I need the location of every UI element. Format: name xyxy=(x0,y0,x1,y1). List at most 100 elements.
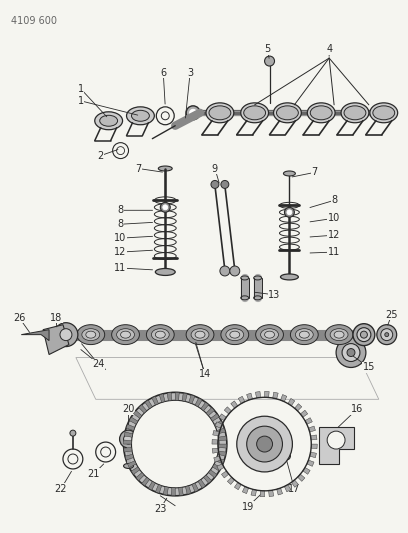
Text: 11: 11 xyxy=(328,247,340,257)
Polygon shape xyxy=(148,481,155,490)
Polygon shape xyxy=(238,397,245,403)
Text: 17: 17 xyxy=(288,484,301,494)
Circle shape xyxy=(336,337,366,367)
Ellipse shape xyxy=(344,106,366,120)
Polygon shape xyxy=(163,487,169,495)
Text: 1: 1 xyxy=(78,84,84,94)
Ellipse shape xyxy=(146,325,174,345)
Polygon shape xyxy=(124,448,132,452)
Text: 13: 13 xyxy=(268,290,281,300)
Polygon shape xyxy=(179,487,183,496)
Polygon shape xyxy=(224,407,232,414)
Polygon shape xyxy=(295,403,302,411)
Text: 19: 19 xyxy=(242,502,254,512)
Ellipse shape xyxy=(100,115,118,126)
Polygon shape xyxy=(218,451,226,456)
Polygon shape xyxy=(219,414,226,421)
Circle shape xyxy=(220,266,230,276)
Text: 4: 4 xyxy=(326,44,332,54)
Text: 7: 7 xyxy=(311,167,317,177)
Ellipse shape xyxy=(284,171,295,176)
Ellipse shape xyxy=(256,325,284,345)
Ellipse shape xyxy=(360,331,367,338)
Circle shape xyxy=(70,430,76,436)
Polygon shape xyxy=(152,396,158,405)
Ellipse shape xyxy=(77,325,105,345)
Polygon shape xyxy=(215,458,224,464)
Polygon shape xyxy=(277,488,283,495)
Polygon shape xyxy=(208,470,217,478)
Ellipse shape xyxy=(357,328,371,342)
Circle shape xyxy=(60,329,72,341)
Circle shape xyxy=(230,266,240,276)
Polygon shape xyxy=(246,393,253,400)
Polygon shape xyxy=(212,440,218,444)
Ellipse shape xyxy=(221,325,249,345)
Polygon shape xyxy=(139,405,147,413)
Circle shape xyxy=(247,426,282,462)
Ellipse shape xyxy=(307,103,335,123)
Circle shape xyxy=(257,436,273,452)
Text: 10: 10 xyxy=(328,213,340,223)
Circle shape xyxy=(190,109,197,116)
Polygon shape xyxy=(43,325,69,354)
Polygon shape xyxy=(255,392,261,398)
Polygon shape xyxy=(242,487,248,494)
Text: 16: 16 xyxy=(351,404,363,414)
Text: 6: 6 xyxy=(160,68,166,78)
Ellipse shape xyxy=(244,106,266,120)
Ellipse shape xyxy=(373,106,395,120)
Ellipse shape xyxy=(195,331,205,338)
Polygon shape xyxy=(21,330,49,341)
Text: 22: 22 xyxy=(55,484,67,494)
Circle shape xyxy=(347,349,355,357)
Polygon shape xyxy=(175,392,179,400)
Text: 7: 7 xyxy=(135,164,142,174)
Circle shape xyxy=(186,106,200,120)
Polygon shape xyxy=(268,490,274,497)
Ellipse shape xyxy=(226,329,244,341)
Polygon shape xyxy=(127,461,136,467)
Circle shape xyxy=(120,430,137,448)
Polygon shape xyxy=(213,464,221,471)
Circle shape xyxy=(124,434,133,444)
Polygon shape xyxy=(167,392,172,401)
Polygon shape xyxy=(214,456,221,462)
Polygon shape xyxy=(288,398,295,406)
Ellipse shape xyxy=(86,331,96,338)
Circle shape xyxy=(264,56,275,66)
Polygon shape xyxy=(189,395,195,403)
Polygon shape xyxy=(124,440,132,444)
Ellipse shape xyxy=(124,464,133,469)
Text: 9: 9 xyxy=(212,164,218,174)
Polygon shape xyxy=(307,460,314,466)
Polygon shape xyxy=(281,394,287,402)
Text: 10: 10 xyxy=(115,233,127,243)
Polygon shape xyxy=(195,398,202,407)
Polygon shape xyxy=(136,472,144,481)
Ellipse shape xyxy=(230,331,240,338)
Circle shape xyxy=(327,431,345,449)
Ellipse shape xyxy=(295,329,313,341)
Ellipse shape xyxy=(330,329,348,341)
Polygon shape xyxy=(133,410,142,418)
Polygon shape xyxy=(201,402,209,411)
Text: 2: 2 xyxy=(98,151,104,160)
Text: 8: 8 xyxy=(331,196,337,205)
Ellipse shape xyxy=(131,400,219,488)
Ellipse shape xyxy=(209,106,231,120)
Circle shape xyxy=(377,325,397,345)
Polygon shape xyxy=(192,483,199,492)
Ellipse shape xyxy=(95,112,122,130)
Ellipse shape xyxy=(370,103,398,123)
Circle shape xyxy=(237,416,293,472)
Polygon shape xyxy=(300,410,308,417)
Polygon shape xyxy=(217,428,225,434)
Polygon shape xyxy=(214,421,223,427)
Polygon shape xyxy=(206,408,215,416)
Ellipse shape xyxy=(310,106,332,120)
Polygon shape xyxy=(211,414,219,421)
Ellipse shape xyxy=(117,329,135,341)
Polygon shape xyxy=(124,432,133,437)
Ellipse shape xyxy=(353,324,375,345)
